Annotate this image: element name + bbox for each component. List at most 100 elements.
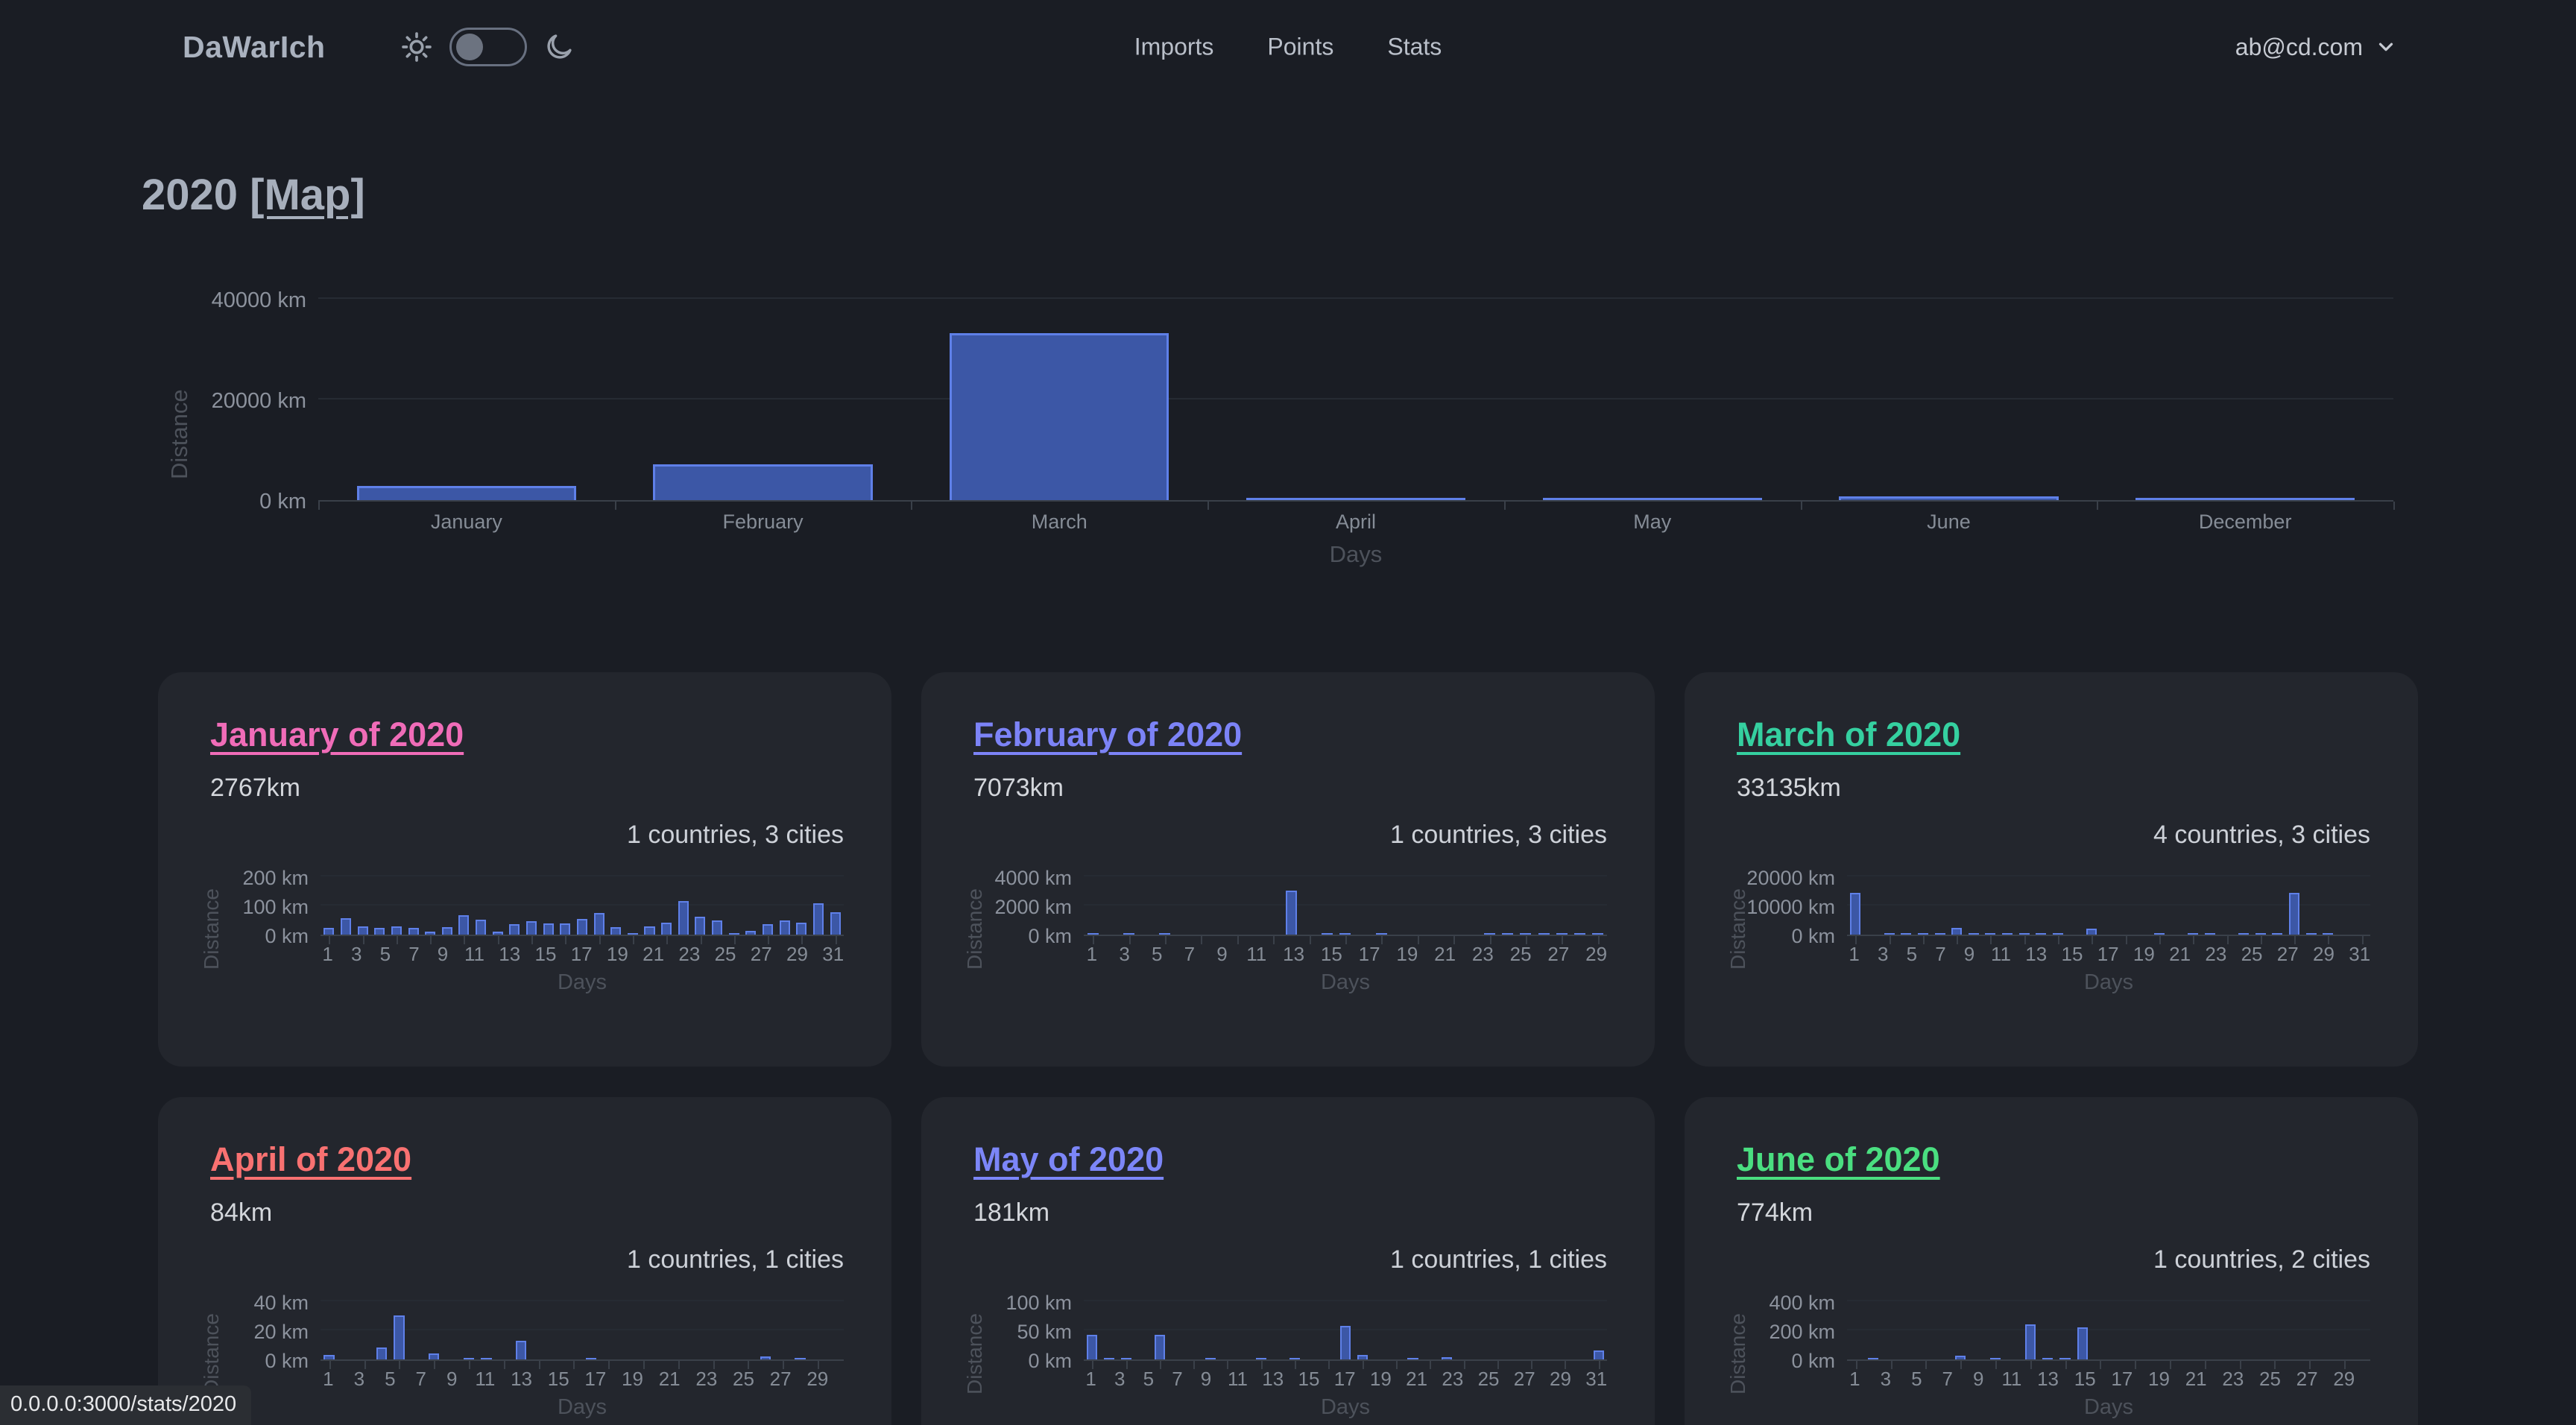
bar-slot [827,863,844,935]
x-day-label [2021,1368,2037,1391]
chart-plot-area [318,297,2395,510]
x-tick [2169,1361,2171,1369]
x-axis-labels: 1 3 5 7 9 11 13 15 17 19 21 23 25 27 29 [1084,943,1607,966]
bar [2036,933,2047,935]
x-day-label: 5 [1151,943,1163,965]
map-link[interactable]: [Map] [250,171,365,219]
bar [560,923,571,935]
bar-slot [1864,1288,1881,1359]
bar [2153,933,2165,935]
bar-slot [443,1288,460,1359]
x-tick [468,1361,470,1369]
app-logo[interactable]: DaWarIch [183,29,326,64]
x-tick [733,936,736,944]
bar [543,923,554,935]
gridline [1847,1299,2370,1301]
x-tick [1093,936,1095,944]
bar-slot [1573,1288,1591,1359]
x-day-label [1284,1368,1298,1391]
card-countries: 1 countries, 3 cities [626,821,844,849]
bar [1917,933,1928,935]
bar-slot [2074,1288,2091,1359]
bar-slot [1252,1288,1269,1359]
x-tick [434,1361,436,1369]
user-menu[interactable]: ab@cd.com [2235,34,2397,61]
bar-slot [1982,863,1999,935]
bar-slot [2335,1288,2352,1359]
bar [509,923,520,935]
x-day-label: 17 [2111,1368,2133,1390]
x-axis-labels: 1 3 5 7 9 11 13 15 17 19 21 23 25 27 29 31 [321,943,844,966]
bar-slot [321,863,338,935]
bar-slot [1210,863,1228,935]
bar-slot [2235,863,2253,935]
x-day-label [1571,1368,1585,1391]
bar [678,900,689,935]
x-tick [464,936,466,944]
y-tick-label: 0 km [265,925,309,947]
y-tick-label: 0 km [265,1350,309,1372]
x-day-label [717,1368,733,1391]
bar [408,927,419,935]
month-cards-grid: January of 2020 2767km 1 countries, 3 ci… [0,672,2576,1425]
card-distance: 774km [1737,1198,1813,1227]
x-day-label: 27 [1513,1368,1535,1390]
x-tick [1957,936,1959,944]
x-tick [643,1361,645,1369]
bar-slot [600,1288,617,1359]
bar [1951,928,1963,935]
x-day-label [772,943,786,966]
x-day-label: 23 [2205,943,2227,965]
nav-link-points[interactable]: Points [1267,33,1334,60]
x-tick [1531,1361,1533,1369]
bars [1847,863,2370,935]
bar-slot [2301,1288,2318,1359]
x-day-label: 11 [464,943,484,965]
x-tick [783,1361,785,1369]
card-april-link[interactable]: April of 2020 [210,1140,412,1178]
x-tick [2204,1361,2206,1369]
bar-slot [318,300,615,500]
bar-slot [615,300,912,500]
bar-slot [2004,1288,2021,1359]
bar-slot [2353,863,2370,935]
y-axis-title: Distance [963,888,986,970]
january-mini-chart: Distance 0 km 100 km 200 km 1 3 5 7 9 11 13 15 17 19 2… [195,863,844,995]
x-day-label: 7 [1172,1368,1183,1390]
card-june-link[interactable]: June of 2020 [1737,1140,1940,1178]
bar-slot [607,863,625,935]
x-day-label: 25 [1509,943,1532,965]
theme-toggle-switch[interactable] [449,28,527,66]
x-tick [1092,1361,1094,1369]
card-may-link[interactable]: May of 2020 [973,1140,1164,1178]
y-tick-label: 40000 km [211,288,306,312]
bar [950,333,1169,500]
bar [653,464,873,500]
bar-slot [1228,863,1246,935]
x-tick [2260,936,2262,944]
bar-slot [1320,1288,1337,1359]
card-february-link[interactable]: February of 2020 [973,715,1243,753]
x-tick [2097,502,2099,510]
nav-link-stats[interactable]: Stats [1387,33,1442,60]
x-day-label [681,1368,696,1391]
x-day-label [606,1368,622,1391]
nav-link-imports[interactable]: Imports [1134,33,1214,60]
card-march-link[interactable]: March of 2020 [1737,715,1961,753]
x-tick [2361,936,2364,944]
bar [476,920,487,935]
bar-slot [2283,1288,2300,1359]
card-january-link[interactable]: January of 2020 [210,715,464,753]
bar-slot [1404,1288,1421,1359]
april-mini-chart: Distance 0 km 20 km 40 km 1 3 5 7 9 11 13 15 17 19 21 2… [195,1288,844,1420]
bar-slot [438,863,455,935]
x-tick [1597,936,1600,944]
x-tick [1598,1361,1600,1369]
march-mini-chart: Distance 0 km 10000 km 20000 km 1 3 5 7 9 11 13 15 1… [1722,863,2370,995]
y-axis-ticks: 0 km 20 km 40 km [228,1288,321,1372]
card-distance: 7073km [973,774,1064,802]
may-mini-chart: Distance 0 km 50 km 100 km 1 3 5 7 9 11 13 15 17 19 21… [959,1288,1607,1420]
x-day-label: 21 [1434,943,1456,965]
x-day-label [2170,1368,2185,1391]
y-tick-label: 10000 km [1746,895,1835,918]
